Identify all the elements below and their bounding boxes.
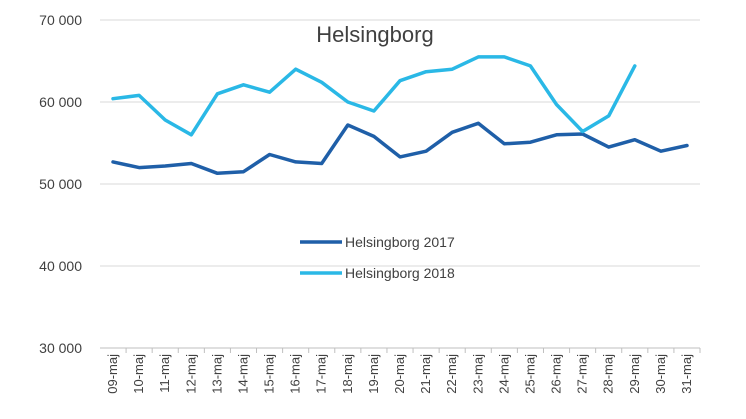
y-tick-label: 50 000 bbox=[39, 176, 82, 192]
x-tick-label: 28-maj bbox=[601, 354, 616, 394]
x-tick-label: 21-maj bbox=[418, 354, 433, 394]
series-line-2018 bbox=[111, 55, 637, 137]
x-tick-label: 19-maj bbox=[366, 354, 381, 394]
legend: Helsingborg 2017 Helsingborg 2018 bbox=[300, 234, 455, 281]
y-tick-label: 60 000 bbox=[39, 94, 82, 110]
x-tick-label: 15-maj bbox=[262, 354, 277, 394]
y-tick-label: 30 000 bbox=[39, 340, 82, 356]
x-tick-label: 18-maj bbox=[340, 354, 355, 394]
x-tick-label: 13-maj bbox=[209, 354, 224, 394]
x-axis-ticks: 09-maj 10-maj 11-maj 12-maj 13-maj 14-maj 15-m… bbox=[105, 348, 701, 394]
x-tick-label: 12-maj bbox=[183, 354, 198, 394]
y-tick-label: 70 000 bbox=[39, 12, 82, 28]
x-tick-label: 14-maj bbox=[235, 354, 250, 394]
x-tick-label: 27-maj bbox=[575, 354, 590, 394]
x-tick-label: 11-maj bbox=[157, 354, 172, 393]
chart-title: Helsingborg bbox=[316, 22, 433, 47]
gridlines bbox=[100, 19, 700, 349]
legend-label: Helsingborg 2018 bbox=[345, 265, 455, 281]
x-tick-label: 30-maj bbox=[653, 354, 668, 394]
legend-label: Helsingborg 2017 bbox=[345, 234, 455, 250]
x-tick-label: 20-maj bbox=[392, 354, 407, 394]
x-tick-label: 25-maj bbox=[522, 354, 537, 394]
x-tick-label: 31-maj bbox=[679, 354, 694, 394]
x-tick-label: 23-maj bbox=[470, 354, 485, 394]
series-line-2017 bbox=[111, 121, 689, 176]
x-tick-label: 09-maj bbox=[105, 354, 120, 394]
x-tick-label: 29-maj bbox=[627, 354, 642, 394]
series-lines bbox=[111, 55, 689, 176]
x-tick-label: 24-maj bbox=[496, 354, 511, 394]
y-tick-label: 40 000 bbox=[39, 258, 82, 274]
x-tick-label: 16-maj bbox=[288, 354, 303, 394]
x-tick-label: 17-maj bbox=[314, 354, 329, 394]
x-tick-label: 26-maj bbox=[549, 354, 564, 394]
y-axis-ticks: 30 000 40 000 50 000 60 000 70 000 bbox=[39, 12, 82, 356]
x-tick-label: 10-maj bbox=[131, 354, 146, 394]
x-tick-label: 22-maj bbox=[444, 354, 459, 394]
